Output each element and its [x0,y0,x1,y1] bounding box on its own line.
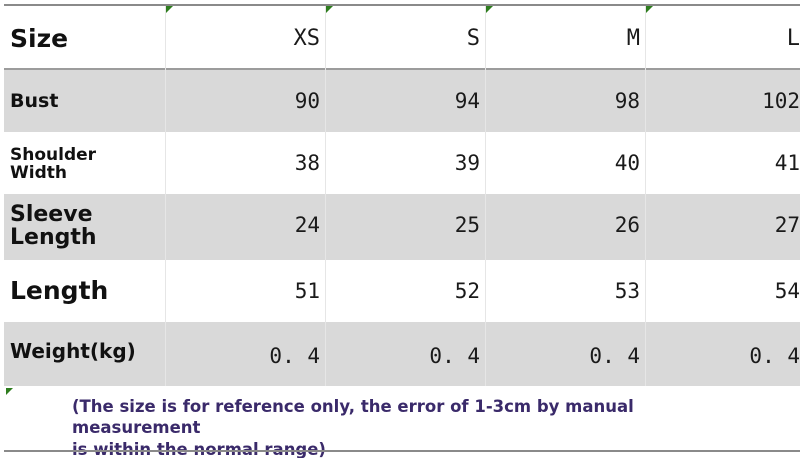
table-row-length: Length 51 52 53 54 [4,260,800,322]
size-l-header: L [786,26,800,51]
weight-m-value: 0. 4 [589,344,640,368]
row-label-sleeve-length: Sleeve Length [10,203,97,249]
row-label-length: Length [10,276,109,305]
shoulder-s-value: 39 [454,151,480,175]
size-m-header: M [626,26,640,51]
bust-s-value: 94 [454,89,480,113]
table-top-border [4,4,800,6]
row-label-bust: Bust [10,90,59,112]
size-xs-header: XS [293,26,321,51]
bust-xs-value: 90 [294,89,320,113]
table-bottom-border [4,450,800,452]
weight-xs-value: 0. 4 [269,344,320,368]
shoulder-l-value: 41 [774,151,800,175]
size-note: (The size is for reference only, the err… [72,396,752,458]
column-divider [325,6,326,386]
table-header-row: Size XS S M L [4,6,800,70]
length-m-value: 53 [614,279,640,303]
cell-marker-icon [646,6,653,13]
table-row-weight: Weight(kg) 0. 4 0. 4 0. 4 0. 4 [4,322,800,386]
sleeve-s-value: 25 [454,213,480,237]
sleeve-xs-value: 24 [294,213,320,237]
size-note-line1: (The size is for reference only, the err… [72,397,634,438]
row-label-weight: Weight(kg) [10,339,136,363]
row-label-shoulder-line2: Width [10,162,67,183]
length-xs-value: 51 [294,279,320,303]
length-l-value: 54 [774,279,800,303]
row-label-sleeve-line2: Length [10,225,97,251]
size-header-label: Size [10,24,69,53]
sleeve-m-value: 26 [614,213,640,237]
column-divider [485,6,486,386]
cell-marker-icon [486,6,493,13]
row-label-shoulder-width: Shoulder Width [10,145,97,183]
length-s-value: 52 [454,279,480,303]
table-row-shoulder-width: Shoulder Width 38 39 40 41 [4,132,800,194]
size-note-line2: is within the normal range) [72,439,326,458]
sleeve-l-value: 27 [774,213,800,237]
shoulder-m-value: 40 [614,151,640,175]
shoulder-xs-value: 38 [294,151,320,175]
bust-l-value: 102 [762,89,800,113]
column-divider [165,6,166,386]
weight-s-value: 0. 4 [429,344,480,368]
table-row-bust: Bust 90 94 98 102 [4,70,800,132]
size-s-header: S [466,26,480,51]
weight-l-value: 0. 4 [749,344,800,368]
bust-m-value: 98 [614,89,640,113]
cell-marker-icon [6,388,13,395]
row-label-sleeve-line1: Sleeve [10,202,93,227]
table-row-sleeve-length: Sleeve Length 24 25 26 27 [4,194,800,260]
size-note-row: (The size is for reference only, the err… [4,386,800,458]
row-label-shoulder-line1: Shoulder [10,145,97,165]
cell-marker-icon [326,6,333,13]
column-divider [645,6,646,386]
cell-marker-icon [166,6,173,13]
